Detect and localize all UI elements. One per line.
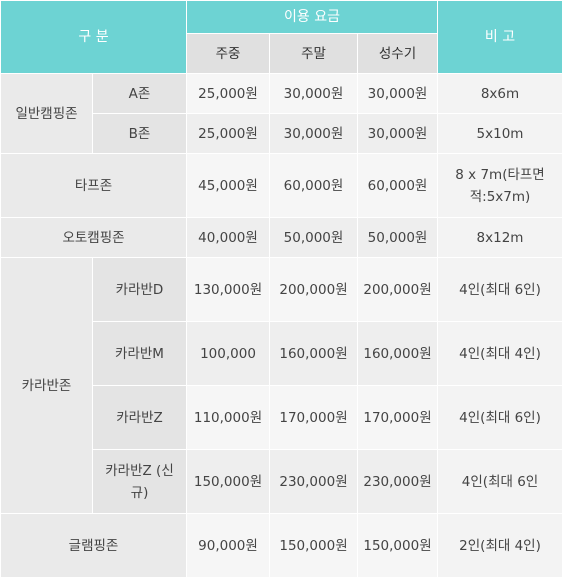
peak-price: 160,000원 [356, 321, 439, 386]
note-cell: 8x6m [437, 73, 562, 114]
header-weekend: 주말 [269, 33, 358, 74]
peak-price: 170,000원 [356, 385, 439, 450]
note-cell: 4인(최대 6인 [437, 449, 562, 514]
note-cell: 8 x 7m(타프면적:5x7m) [437, 153, 562, 218]
table-row: 카라반M 100,000 160,000원 160,000원 4인(최대 4인) [1, 321, 562, 386]
sub-zone-label: B존 [92, 113, 187, 154]
header-weekday: 주중 [186, 33, 270, 74]
weekday-price: 130,000원 [186, 257, 270, 322]
peak-price: 50,000원 [356, 217, 439, 258]
table-row: 카라반Z 110,000원 170,000원 170,000원 4인(최대 6인… [1, 385, 562, 450]
table-row: 카라반존 카라반D 130,000원 200,000원 200,000원 4인(… [0, 257, 562, 514]
zone-label-tarp: 타프존 [0, 153, 187, 218]
weekday-price: 40,000원 [186, 217, 270, 258]
header-fee: 이용 요금 [185, 0, 439, 34]
header-note: 비 고 [437, 0, 562, 74]
weekend-price: 60,000원 [269, 153, 358, 218]
note-cell: 5x10m [437, 113, 562, 154]
weekday-price: 45,000원 [186, 153, 270, 218]
weekend-price: 200,000원 [269, 257, 358, 322]
table-row: 카라반Z (신규) 150,000원 230,000원 230,000원 4인(… [1, 449, 562, 514]
sub-zone-label: 카라반Z (신규) [92, 449, 187, 514]
note-cell: 4인(최대 4인) [437, 321, 562, 386]
peak-price: 30,000원 [356, 73, 439, 114]
weekend-price: 230,000원 [269, 449, 358, 514]
weekend-price: 30,000원 [269, 73, 358, 114]
weekday-price: 90,000원 [186, 513, 270, 578]
weekend-price: 170,000원 [269, 385, 358, 450]
table-row: 타프존 45,000원 60,000원 60,000원 8 x 7m(타프면적:… [0, 153, 562, 218]
table-row: 오토캠핑존 40,000원 50,000원 50,000원 8x12m [0, 217, 562, 258]
table-row: 글램핑존 90,000원 150,000원 150,000원 2인(최대 4인) [0, 513, 562, 578]
sub-zone-label: 카라반D [92, 257, 187, 322]
peak-price: 150,000원 [356, 513, 439, 578]
weekday-price: 25,000원 [186, 113, 270, 154]
sub-zone-label: A존 [92, 73, 187, 114]
zone-label-glamping: 글램핑존 [0, 513, 187, 578]
weekday-price: 110,000원 [186, 385, 270, 450]
weekday-price: 25,000원 [186, 73, 270, 114]
weekend-price: 160,000원 [269, 321, 358, 386]
sub-zone-label: 카라반M [92, 321, 187, 386]
weekday-price: 100,000 [186, 321, 270, 386]
table-row: 일반캠핑존 A존 25,000원 30,000원 30,000원 8x6m [0, 73, 562, 154]
peak-price: 200,000원 [356, 257, 439, 322]
peak-price: 30,000원 [356, 113, 439, 154]
note-cell: 4인(최대 6인) [437, 385, 562, 450]
note-cell: 4인(최대 6인) [437, 257, 562, 322]
header-category: 구 분 [0, 0, 187, 74]
peak-price: 60,000원 [356, 153, 439, 218]
note-cell: 2인(최대 4인) [437, 513, 562, 578]
sub-zone-label: 카라반Z [92, 385, 187, 450]
zone-label-general: 일반캠핑존 [0, 73, 93, 154]
header-peak: 성수기 [356, 33, 439, 74]
zone-label-auto: 오토캠핑존 [0, 217, 187, 258]
note-cell: 8x12m [437, 217, 562, 258]
weekend-price: 150,000원 [269, 513, 358, 578]
table-row: B존 25,000원 30,000원 30,000원 5x10m [1, 113, 562, 154]
weekday-price: 150,000원 [186, 449, 270, 514]
weekend-price: 50,000원 [269, 217, 358, 258]
zone-label-caravan: 카라반존 [0, 257, 93, 514]
peak-price: 230,000원 [356, 449, 439, 514]
weekend-price: 30,000원 [269, 113, 358, 154]
